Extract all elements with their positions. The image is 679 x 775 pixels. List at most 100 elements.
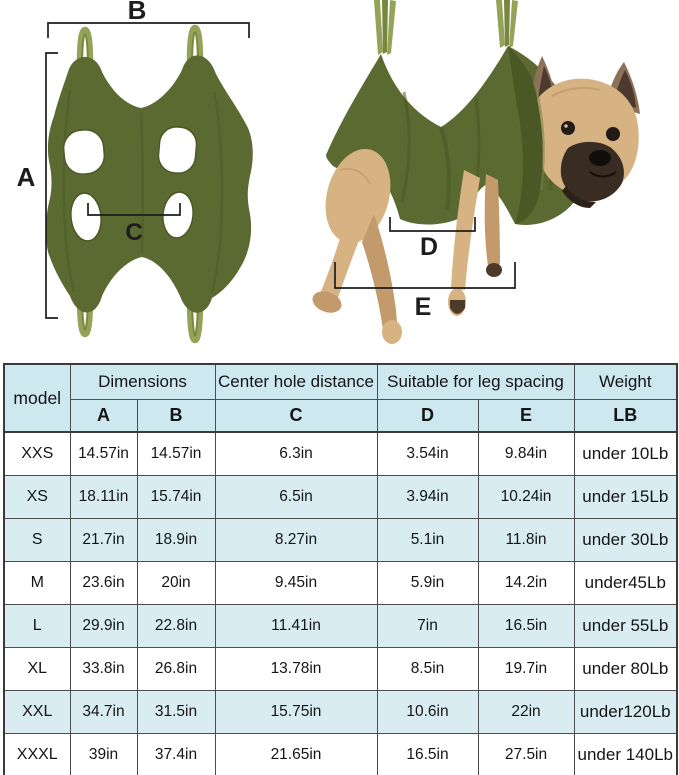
dog-hind-legs [312, 148, 402, 344]
size-row-xxxl: XXXL 39in 37.4in 21.65in 16.5in 27.5in under 1… [3, 733, 678, 775]
corner-strap-bottom-left [76, 295, 94, 338]
cell-c: 15.75in [214, 690, 378, 734]
fabric-fold-shading [62, 89, 224, 293]
cell-c: 9.45in [214, 561, 378, 605]
dim-label-c: C [125, 219, 142, 246]
hanging-straps-right [496, 0, 518, 48]
leg-hole-top-left [62, 129, 106, 175]
size-row-xl: XL 33.8in 26.8in 13.78in 8.5in 19.7in under 80… [3, 647, 678, 691]
cell-d: 7in [376, 604, 479, 648]
dog-head [530, 56, 640, 208]
cell-e: 19.7in [477, 647, 575, 691]
cell-d: 3.54in [376, 431, 479, 476]
cell-a: 34.7in [69, 690, 138, 734]
dog-nose [589, 150, 611, 166]
cell-a: 29.9in [69, 604, 138, 648]
cell-b: 15.74in [136, 475, 216, 519]
dim-label-d: D [420, 233, 438, 261]
cell-c: 13.78in [214, 647, 378, 691]
size-row-xxs: XXS 14.57in 14.57in 6.3in 3.54in 9.84in under … [3, 431, 678, 476]
cell-e: 9.84in [477, 431, 575, 476]
dog-front-legs [448, 170, 502, 316]
size-table: model Dimensions Center hole distance Su… [3, 363, 679, 775]
cell-b: 37.4in [136, 733, 216, 775]
dim-label-e: E [415, 293, 432, 321]
dim-line-e [334, 262, 516, 289]
dog-jowl [562, 186, 596, 208]
dog-eye-left [561, 121, 575, 135]
size-table-header: model Dimensions Center hole distance Su… [3, 363, 678, 433]
dim-label-a: A [17, 162, 36, 192]
hanging-straps-left [374, 0, 396, 55]
size-row-xxl: XXL 34.7in 31.5in 15.75in 10.6in 22in under120… [3, 690, 678, 734]
cell-c: 21.65in [214, 733, 378, 775]
cell-c: 11.41in [214, 604, 378, 648]
cell-a: 18.11in [69, 475, 138, 519]
cell-a: 14.57in [69, 431, 138, 476]
eye-glint [564, 124, 568, 128]
subheader-c: C [214, 399, 378, 433]
cell-e: 10.24in [477, 475, 575, 519]
size-table-body: XXS 14.57in 14.57in 6.3in 3.54in 9.84in under … [3, 431, 678, 775]
size-row-m: M 23.6in 20in 9.45in 5.9in 14.2in under45Lb [3, 561, 678, 605]
neck-fabric-collar [508, 46, 543, 224]
collar-hem-highlight [535, 85, 545, 191]
cell-e: 27.5in [477, 733, 575, 775]
size-row-l: L 29.9in 22.8in 11.41in 7in 16.5in under 55Lb [3, 604, 678, 648]
cell-b: 20in [136, 561, 216, 605]
header-model: model [3, 363, 71, 433]
header-leg-spacing: Suitable for leg spacing [376, 363, 575, 400]
cell-a: 23.6in [69, 561, 138, 605]
cell-c: 8.27in [214, 518, 378, 562]
dim-label-b: B [128, 0, 147, 25]
corner-strap-top-left [76, 26, 94, 65]
cell-e: 14.2in [477, 561, 575, 605]
dog-in-hammock-photo: D E [312, 0, 640, 344]
cell-e: 16.5in [477, 604, 575, 648]
leg-hole-top-right [157, 126, 198, 174]
cell-d: 10.6in [376, 690, 479, 734]
subheader-d: D [376, 399, 479, 433]
cell-model: XS [3, 475, 71, 519]
header-center-hole-distance: Center hole distance [214, 363, 378, 400]
figures-row: B A C [0, 0, 679, 363]
cell-c: 6.5in [214, 475, 378, 519]
dog-eye-right [606, 127, 620, 141]
cell-a: 33.8in [69, 647, 138, 691]
header-weight: Weight [573, 363, 678, 400]
cell-weight: under45Lb [573, 561, 678, 605]
dim-line-a [45, 52, 58, 319]
cell-model: M [3, 561, 71, 605]
dim-line-d [389, 217, 476, 232]
corner-strap-top-right [186, 24, 204, 63]
cell-weight: under 15Lb [573, 475, 678, 519]
cell-b: 14.57in [136, 431, 216, 476]
cell-model: L [3, 604, 71, 648]
corner-strap-bottom-right [186, 297, 204, 344]
subheader-lb: LB [573, 399, 678, 433]
cell-weight: under 55Lb [573, 604, 678, 648]
cell-b: 18.9in [136, 518, 216, 562]
cell-b: 26.8in [136, 647, 216, 691]
cell-model: S [3, 518, 71, 562]
subheader-b: B [136, 399, 216, 433]
cell-weight: under 10Lb [573, 431, 678, 476]
cell-e: 11.8in [477, 518, 575, 562]
cell-weight: under 30Lb [573, 518, 678, 562]
flat-hammock-diagram: B A C [17, 0, 253, 344]
dog-mouth [589, 171, 617, 178]
cell-d: 5.1in [376, 518, 479, 562]
cell-a: 21.7in [69, 518, 138, 562]
cell-a: 39in [69, 733, 138, 775]
cell-weight: under 80Lb [573, 647, 678, 691]
cell-c: 6.3in [214, 431, 378, 476]
cell-model: XXL [3, 690, 71, 734]
cell-e: 22in [477, 690, 575, 734]
cell-model: XL [3, 647, 71, 691]
cell-d: 16.5in [376, 733, 479, 775]
size-row-s: S 21.7in 18.9in 8.27in 5.1in 11.8in under 30Lb [3, 518, 678, 562]
subheader-e: E [477, 399, 575, 433]
size-row-xs: XS 18.11in 15.74in 6.5in 3.94in 10.24in under … [3, 475, 678, 519]
header-dimensions: Dimensions [69, 363, 216, 400]
